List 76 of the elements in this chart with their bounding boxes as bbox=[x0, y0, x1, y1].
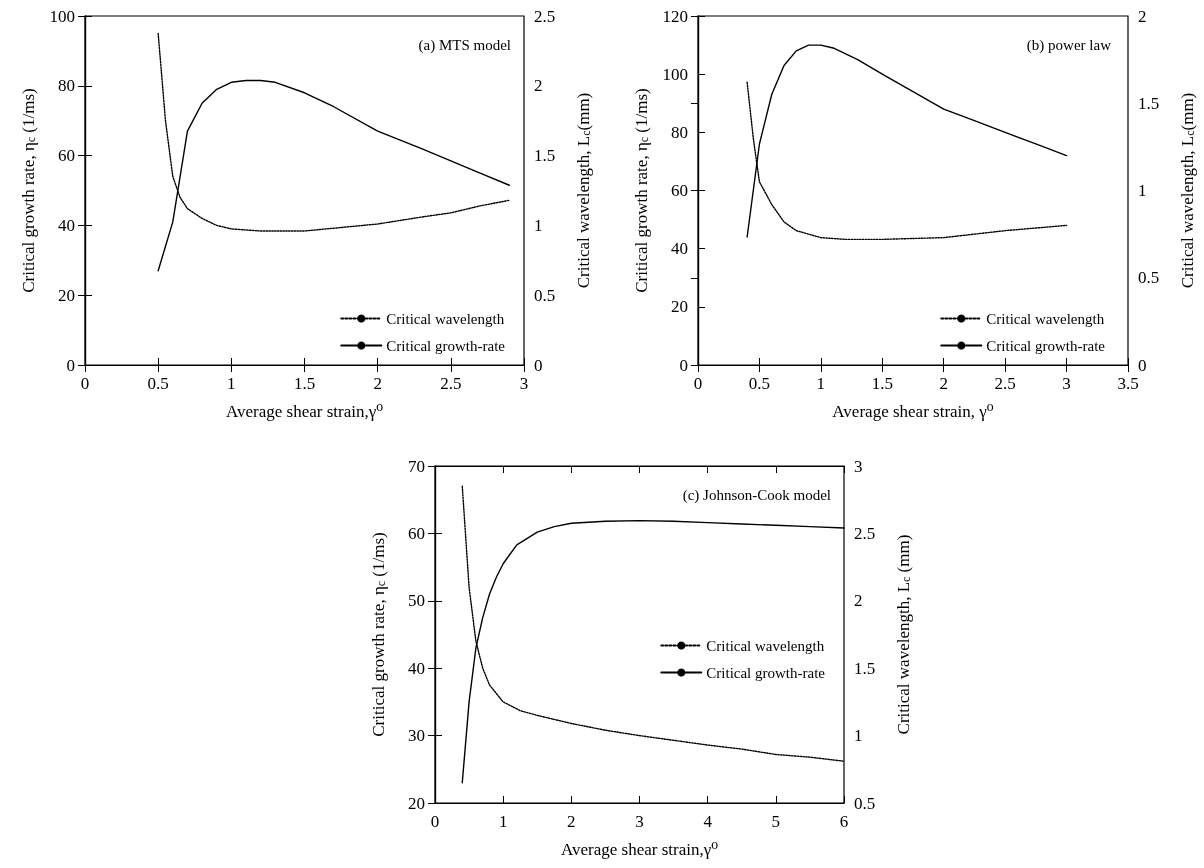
x-tick-label: 6 bbox=[839, 812, 849, 831]
y-axis-title: Critical growth rate, ηc (1/ms) bbox=[18, 88, 38, 293]
x-tick-label: 1 bbox=[816, 374, 826, 393]
x-tick-label: 2 bbox=[373, 374, 382, 393]
x-tick-label: 3 bbox=[635, 812, 644, 831]
y-tick-label: 50 bbox=[408, 591, 425, 611]
x-tick-label: 2.5 bbox=[440, 374, 462, 393]
y2-axis-title: Critical wavelength, Lc (mm) bbox=[893, 534, 913, 735]
y2-tick-label: 2 bbox=[854, 591, 863, 611]
x-tick-label: 2 bbox=[939, 374, 948, 393]
y-tick-label: 40 bbox=[58, 215, 75, 235]
y-tick-label: 0 bbox=[679, 355, 688, 375]
y2-tick-label: 0 bbox=[534, 355, 543, 375]
y2-tick-label: 0.5 bbox=[534, 285, 556, 305]
y-tick-label: 60 bbox=[408, 523, 425, 543]
x-tick-label: 0 bbox=[430, 812, 440, 831]
y2-axis-title: Critical wavelength, Lc(mm) bbox=[1177, 92, 1197, 289]
y2-tick-label: 2.5 bbox=[854, 523, 876, 543]
y-tick-label: 100 bbox=[662, 64, 688, 84]
y2-tick-label: 2 bbox=[1138, 6, 1147, 26]
legend-label: Critical wavelength bbox=[986, 310, 1105, 327]
legend-label: Critical wavelength bbox=[386, 310, 505, 327]
y2-tick-label: 2 bbox=[534, 76, 543, 96]
y2-axis-title: Critical wavelength, Lc(mm) bbox=[573, 92, 593, 289]
y-tick-label: 40 bbox=[671, 239, 688, 259]
y-tick-label: 120 bbox=[662, 6, 688, 26]
x-tick-label: 3.5 bbox=[1117, 374, 1139, 393]
x-axis-title: Average shear strain,γ⁰ bbox=[560, 840, 719, 859]
text: (a) MTS model bbox=[418, 36, 511, 54]
legend-label: Critical wavelength bbox=[706, 637, 825, 654]
y2-tick-label: 1.5 bbox=[534, 146, 556, 166]
y-tick-label: 80 bbox=[58, 76, 75, 96]
x-tick-label: 2 bbox=[567, 812, 576, 831]
x-tick-label: 0 bbox=[80, 374, 90, 393]
x-tick-label: 1 bbox=[498, 812, 508, 831]
text: (b) power law bbox=[1026, 36, 1112, 54]
x-tick-label: 0.5 bbox=[748, 374, 771, 393]
x-tick-label: 1.5 bbox=[293, 374, 316, 393]
legend-label: Critical growth-rate bbox=[986, 337, 1106, 354]
x-tick-label: 0 bbox=[693, 374, 703, 393]
y-tick-label: 40 bbox=[408, 658, 425, 678]
y-tick-label: 100 bbox=[49, 6, 75, 26]
x-tick-label: 5 bbox=[771, 812, 781, 831]
x-tick-label: 1 bbox=[227, 374, 236, 393]
y2-tick-label: 0 bbox=[1138, 355, 1147, 375]
legend-label: Critical growth-rate bbox=[386, 337, 506, 354]
y-tick-label: 20 bbox=[58, 285, 75, 305]
x-tick-label: 3 bbox=[519, 374, 529, 393]
y-tick-label: 30 bbox=[408, 726, 425, 746]
y-tick-label: 20 bbox=[408, 793, 425, 813]
y-axis-title: Critical growth rate, ηc (1/ms) bbox=[631, 88, 651, 293]
y-tick-label: 20 bbox=[671, 297, 688, 317]
y2-tick-label: 0.5 bbox=[854, 793, 876, 813]
y2-tick-label: 1 bbox=[854, 726, 863, 746]
y-tick-label: 0 bbox=[66, 355, 75, 375]
x-tick-label: 2.5 bbox=[994, 374, 1016, 393]
legend-label: Critical growth-rate bbox=[706, 664, 826, 681]
y-axis-title: Critical growth rate, ηc (1/ms) bbox=[368, 532, 388, 737]
x-tick-label: 4 bbox=[703, 812, 713, 831]
y-tick-label: 60 bbox=[671, 181, 688, 200]
y2-tick-label: 1 bbox=[534, 215, 543, 235]
y-tick-label: 70 bbox=[408, 456, 425, 476]
x-tick-label: 3 bbox=[1062, 374, 1071, 393]
x-axis-title: Average shear strain,γ⁰ bbox=[225, 402, 384, 421]
y2-tick-label: 3 bbox=[854, 456, 863, 476]
y-tick-label: 80 bbox=[671, 122, 688, 142]
x-axis-title: Average shear strain, γ⁰ bbox=[832, 402, 994, 421]
x-tick-label: 1.5 bbox=[871, 374, 893, 393]
x-tick-label: 0.5 bbox=[147, 374, 169, 393]
y2-tick-label: 1 bbox=[1138, 181, 1147, 200]
y2-tick-label: 0.5 bbox=[1138, 268, 1160, 288]
y-tick-label: 60 bbox=[58, 146, 75, 166]
y2-tick-label: 1.5 bbox=[1138, 93, 1160, 113]
y2-tick-label: 2.5 bbox=[534, 6, 556, 26]
text: (c) Johnson-Cook model bbox=[682, 486, 832, 504]
y2-tick-label: 1.5 bbox=[854, 658, 876, 678]
